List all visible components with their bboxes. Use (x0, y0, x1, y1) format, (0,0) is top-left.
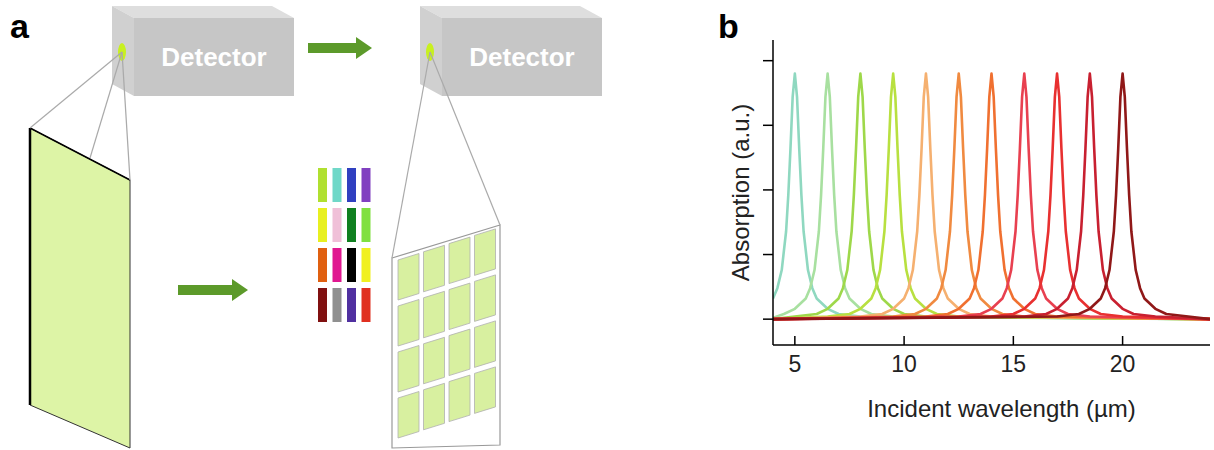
x-tick-label: 10 (891, 351, 917, 377)
x-tick-label: 15 (1001, 351, 1027, 377)
x-tick (794, 336, 796, 345)
sample-sheet (30, 128, 130, 448)
absorption-curve (773, 74, 1210, 320)
filter (362, 288, 371, 322)
filter (347, 208, 356, 242)
detector-label: Detector (469, 42, 574, 72)
projection-line (122, 52, 130, 180)
filter (318, 168, 327, 202)
detector-front (134, 18, 294, 96)
filter (347, 168, 356, 202)
pixel (424, 383, 445, 430)
pixel (449, 237, 470, 284)
panel-label: b (718, 7, 739, 45)
pixel (398, 254, 419, 301)
filter (347, 248, 356, 282)
sheet-edge (30, 128, 130, 180)
pixel-array (392, 225, 500, 448)
pixel (398, 392, 419, 439)
pixel (424, 337, 445, 384)
projection-line (430, 52, 500, 225)
y-tick (763, 254, 773, 256)
detector-front (442, 18, 602, 96)
pixel (449, 329, 470, 376)
absorption-curve (773, 74, 1210, 320)
y-axis-title: Absorption (a.u.) (727, 104, 754, 281)
arrow (308, 37, 372, 59)
y-tick (763, 60, 773, 62)
x-tick (1013, 336, 1015, 345)
filter (333, 208, 342, 242)
x-tick-label: 5 (788, 351, 801, 377)
detector: Detector (420, 6, 602, 96)
detector-label: Detector (161, 42, 266, 72)
pixel (475, 367, 496, 414)
panel-label: a (10, 7, 30, 45)
x-axis (773, 344, 1210, 346)
pixel (398, 300, 419, 347)
projection-line (30, 52, 122, 128)
absorption-curve (773, 74, 1210, 320)
x-tick (903, 336, 905, 345)
filter (318, 208, 327, 242)
sheet-edge (29, 128, 32, 405)
projection-line (90, 52, 122, 158)
series-group (773, 74, 1210, 320)
filter (333, 248, 342, 282)
absorption-curve (773, 74, 1210, 320)
absorption-curve (773, 74, 1210, 320)
pixel (475, 321, 496, 368)
y-tick (763, 189, 773, 191)
absorption-curve (773, 74, 1210, 320)
panel-b: b 5 10 15 20 Incident wavelength (µm) Absorpti… (718, 7, 1210, 422)
detector-top (420, 6, 602, 18)
filter (318, 248, 327, 282)
pixel (475, 229, 496, 276)
x-axis-title: Incident wavelength (µm) (867, 395, 1136, 422)
pixel (424, 291, 445, 338)
absorption-curve (773, 74, 1210, 320)
pixel (475, 275, 496, 322)
pixel (449, 375, 470, 422)
panel-a: a Detector Detector (10, 6, 602, 448)
y-tick (763, 318, 773, 320)
filter (318, 288, 327, 322)
pixel (424, 245, 445, 291)
filter (362, 248, 371, 282)
detector-side (420, 6, 442, 96)
arrow (178, 279, 248, 301)
filter (362, 208, 371, 242)
detector: Detector (112, 6, 294, 96)
filter (333, 288, 342, 322)
filter (333, 168, 342, 202)
filter (347, 288, 356, 322)
x-tick (1122, 336, 1124, 345)
absorption-curve (773, 74, 1210, 320)
detector-top (112, 6, 294, 18)
absorption-curve (773, 74, 1210, 320)
y-tick (763, 125, 773, 127)
y-axis (772, 40, 774, 345)
x-tick-label: 20 (1110, 351, 1136, 377)
filter (362, 168, 371, 202)
pixel (449, 283, 470, 330)
projection-line (392, 52, 430, 258)
pixel (398, 346, 419, 393)
absorption-curve (773, 74, 1210, 320)
figure: a Detector Detector b 5 10 15 20 Incident wavele… (0, 0, 1214, 450)
absorption-curve (773, 74, 1210, 320)
detector-side (112, 6, 134, 96)
